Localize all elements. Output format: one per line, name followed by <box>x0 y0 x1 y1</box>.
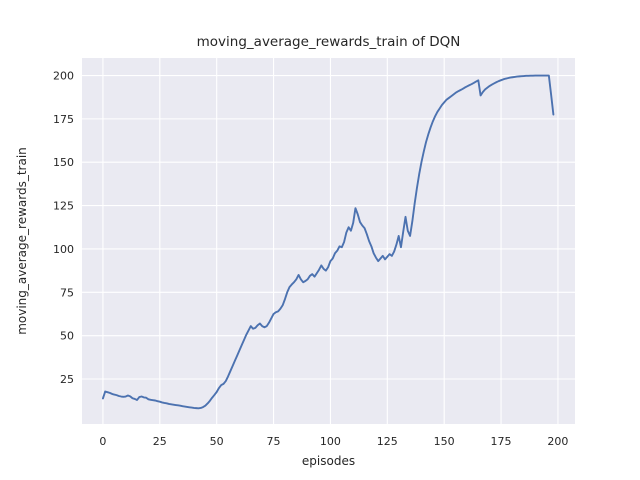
y-tick-label: 100 <box>53 243 74 256</box>
y-axis-label: moving_average_rewards_train <box>15 147 29 335</box>
x-tick-label: 100 <box>320 435 341 448</box>
x-tick-label: 25 <box>153 435 167 448</box>
x-tick-label: 125 <box>377 435 398 448</box>
y-tick-label: 25 <box>60 373 74 386</box>
x-tick-label: 50 <box>210 435 224 448</box>
x-tick-label: 0 <box>99 435 106 448</box>
x-tick-label: 75 <box>267 435 281 448</box>
chart-title: moving_average_rewards_train of DQN <box>196 34 461 50</box>
y-tick-label: 200 <box>53 70 74 83</box>
y-tick-label: 150 <box>53 156 74 169</box>
line-series <box>101 74 555 410</box>
y-tick-label: 125 <box>53 200 74 213</box>
y-tick-label: 50 <box>60 330 74 343</box>
x-tick-label: 200 <box>547 435 568 448</box>
x-tick-label: 175 <box>491 435 512 448</box>
x-axis-label: episodes <box>301 454 356 468</box>
x-tick-label: 150 <box>434 435 455 448</box>
y-tick-label: 75 <box>60 286 74 299</box>
y-tick-label: 175 <box>53 113 74 126</box>
